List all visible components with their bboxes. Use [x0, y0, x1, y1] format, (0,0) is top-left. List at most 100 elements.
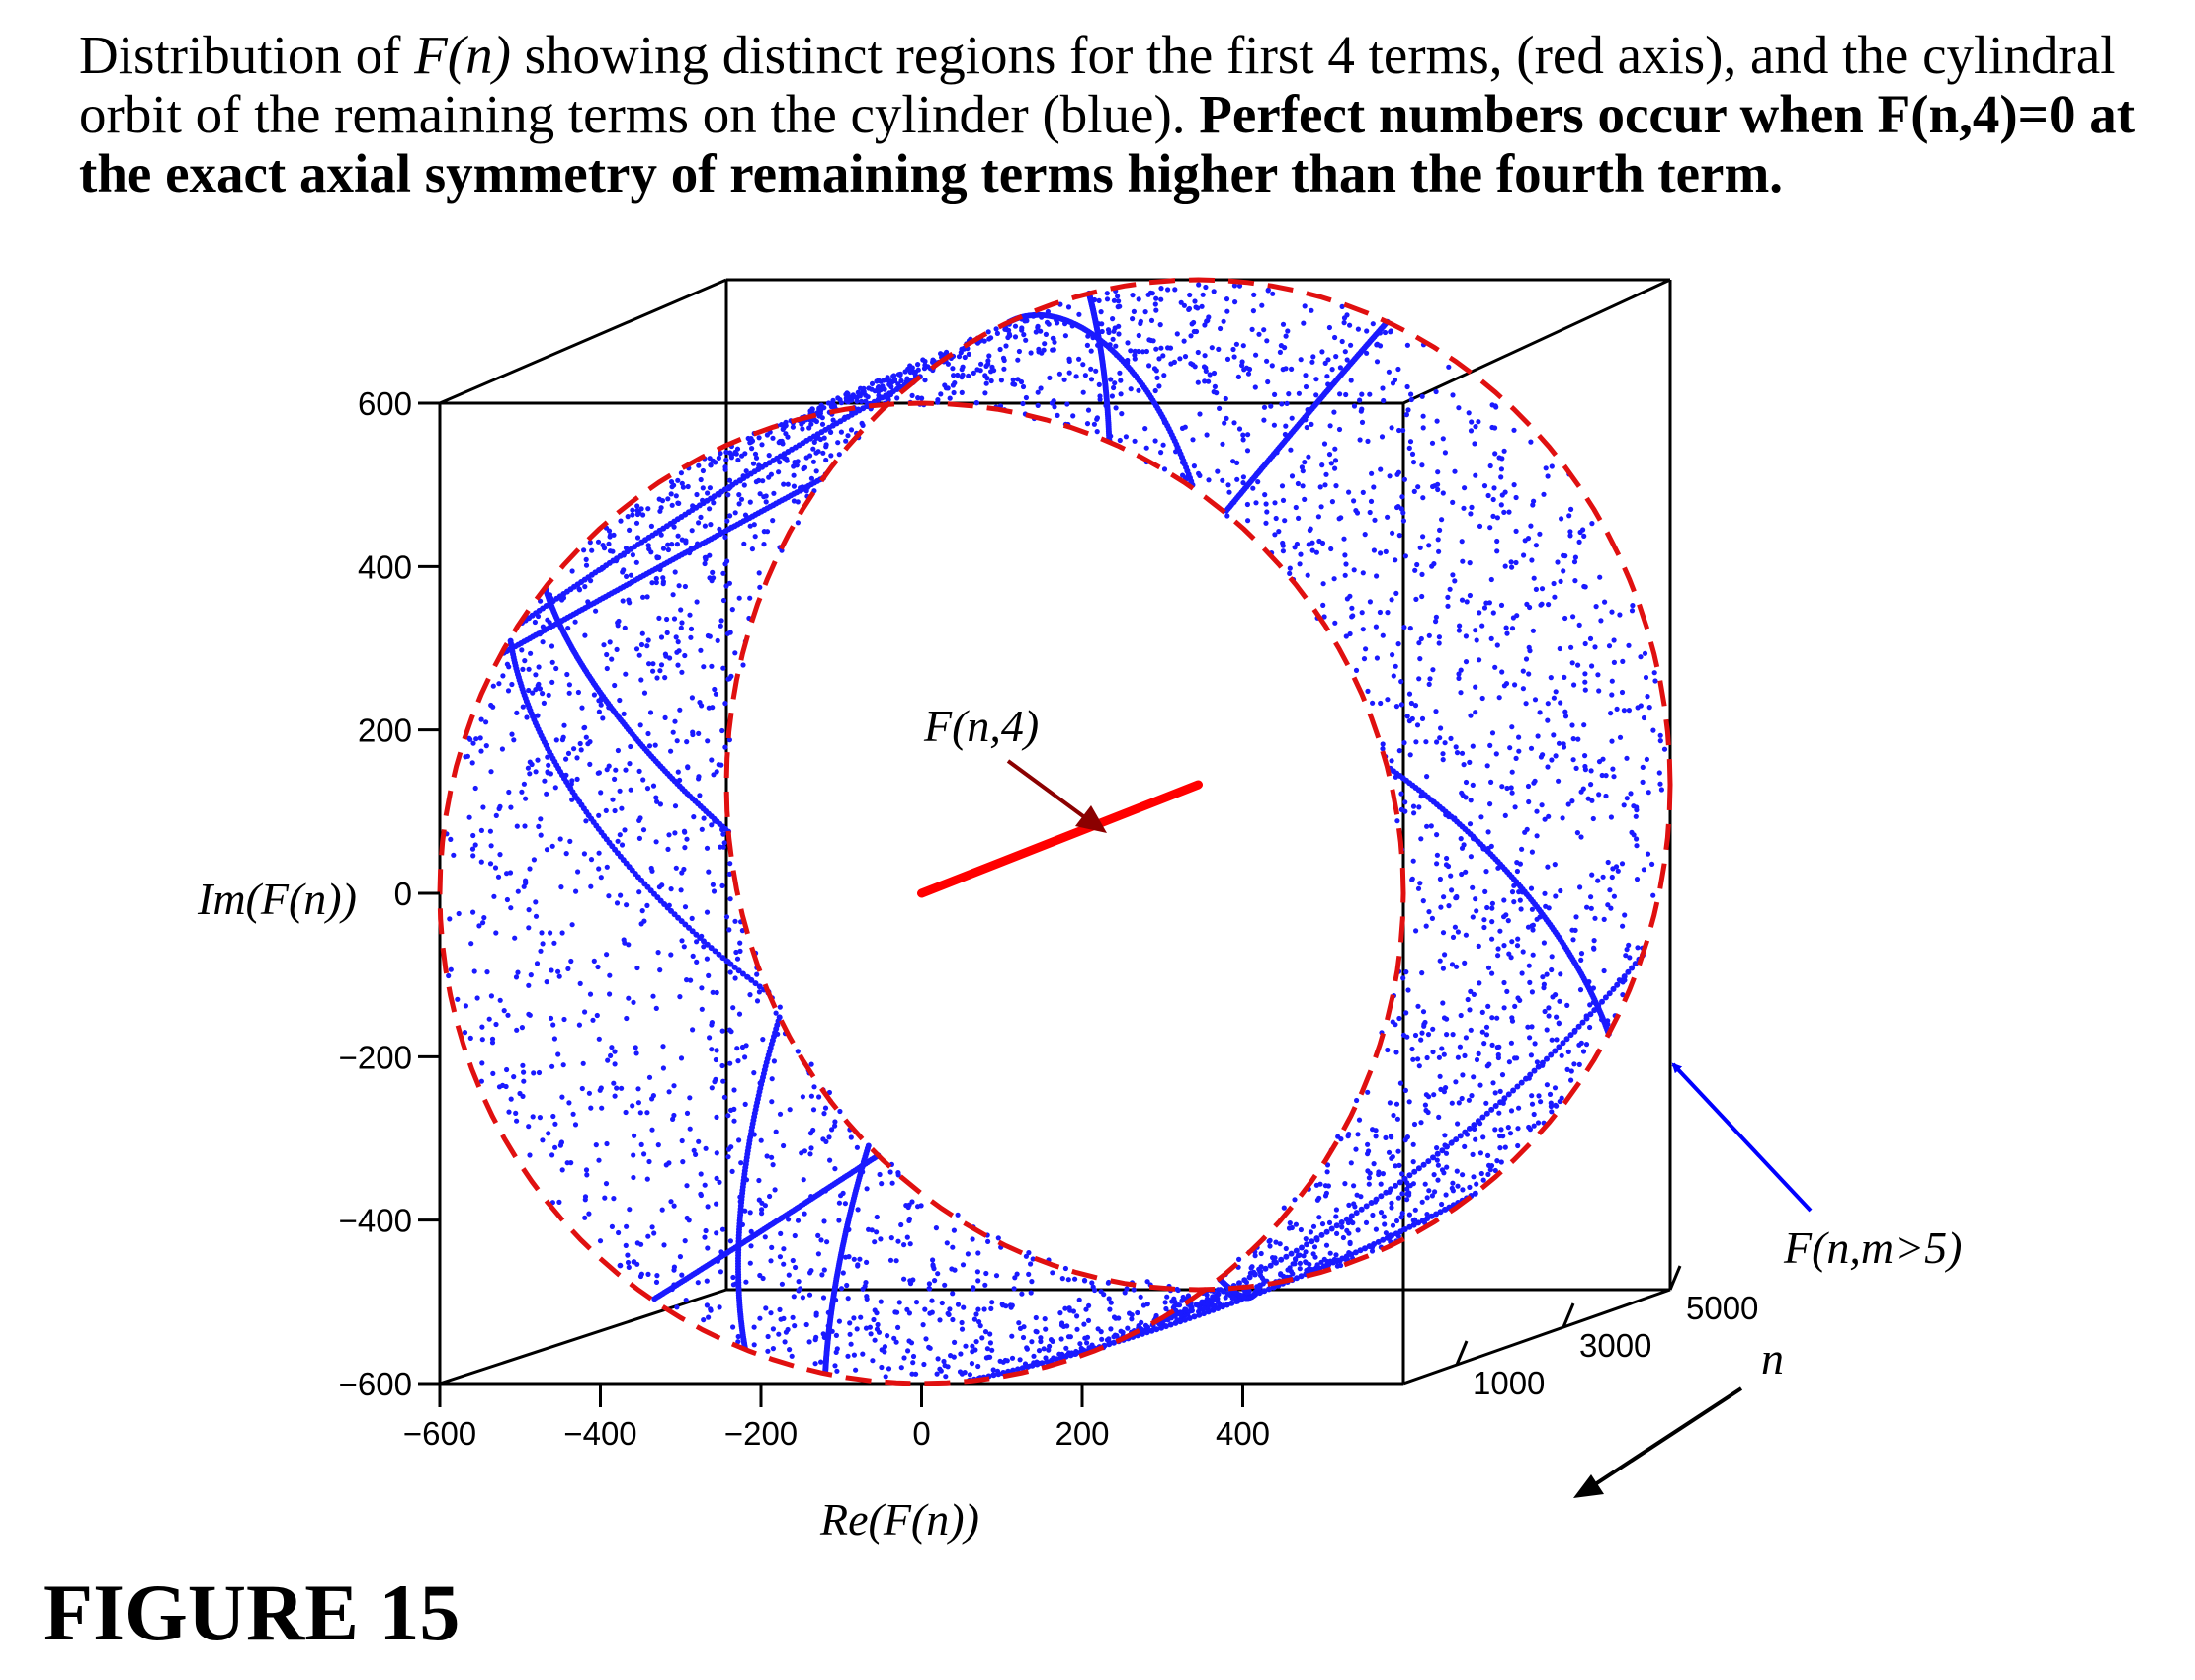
- data-point: [735, 457, 741, 463]
- data-point: [1502, 812, 1508, 819]
- data-point: [1346, 489, 1352, 495]
- data-point: [514, 1118, 520, 1124]
- data-point: [634, 503, 640, 509]
- data-point: [1400, 975, 1406, 981]
- data-point: [985, 1238, 991, 1244]
- data-point: [1640, 779, 1646, 786]
- data-point: [670, 729, 676, 735]
- data-point: [831, 402, 837, 408]
- data-point: [732, 975, 738, 981]
- data-point: [952, 1339, 958, 1345]
- data-point: [1409, 1046, 1415, 1052]
- data-point: [552, 785, 558, 791]
- data-point: [971, 370, 976, 376]
- data-point: [1148, 317, 1155, 323]
- data-point: [768, 1258, 774, 1264]
- data-point: [777, 1111, 784, 1117]
- data-point: [1564, 1066, 1570, 1072]
- data-point: [759, 1207, 765, 1213]
- data-point: [1348, 378, 1354, 383]
- data-point: [1355, 1227, 1361, 1233]
- data-point: [720, 665, 726, 671]
- data-point: [1289, 415, 1295, 421]
- data-point: [982, 390, 988, 396]
- data-point: [546, 1131, 551, 1136]
- data-point: [1283, 333, 1289, 339]
- data-point: [1492, 451, 1498, 457]
- data-point: [528, 972, 534, 978]
- data-point: [1153, 346, 1159, 352]
- data-point: [1286, 391, 1292, 397]
- data-point: [1142, 426, 1148, 432]
- data-point: [666, 832, 672, 838]
- data-point: [698, 1192, 705, 1199]
- data-point: [852, 394, 858, 400]
- data-point: [1431, 1172, 1437, 1178]
- data-point: [1389, 1232, 1395, 1239]
- data-point: [596, 866, 602, 872]
- data-point: [1012, 323, 1019, 329]
- data-point: [1062, 1305, 1068, 1311]
- data-point: [513, 1110, 519, 1116]
- data-point: [1581, 722, 1587, 728]
- data-point: [760, 1037, 766, 1043]
- data-point: [1494, 642, 1500, 648]
- data-point: [1489, 905, 1495, 911]
- data-point: [1355, 1132, 1361, 1137]
- data-point: [1389, 597, 1394, 603]
- data-point: [1112, 325, 1118, 331]
- data-point: [1610, 866, 1616, 872]
- data-point: [520, 704, 526, 710]
- data-point: [1362, 532, 1368, 538]
- data-point: [926, 1281, 933, 1287]
- data-point: [1562, 615, 1568, 622]
- data-point: [569, 922, 575, 928]
- data-point: [761, 494, 767, 500]
- data-point: [950, 366, 956, 372]
- data-point: [1305, 572, 1310, 578]
- data-point: [1031, 1353, 1037, 1359]
- data-point: [810, 1107, 817, 1113]
- data-point: [497, 997, 503, 1003]
- data-point: [1412, 567, 1418, 573]
- data-point: [1348, 1160, 1354, 1166]
- data-point: [1509, 769, 1515, 775]
- data-point: [1371, 547, 1377, 553]
- data-point: [1481, 605, 1488, 611]
- data-point: [706, 869, 712, 875]
- data-point: [1492, 1127, 1498, 1133]
- data-point: [521, 1069, 527, 1075]
- data-point: [808, 475, 815, 481]
- data-point: [723, 914, 730, 920]
- data-point: [1280, 321, 1287, 327]
- data-point: [1144, 1302, 1150, 1307]
- data-point: [1303, 1259, 1309, 1265]
- data-point: [701, 815, 707, 821]
- data-point: [1131, 308, 1137, 314]
- data-point: [1328, 461, 1334, 466]
- data-point: [1338, 1262, 1344, 1269]
- data-point: [1409, 715, 1415, 722]
- data-point: [1195, 349, 1201, 356]
- data-point: [1233, 1299, 1240, 1304]
- data-point: [634, 535, 641, 541]
- data-point: [1508, 785, 1514, 791]
- data-point: [472, 785, 478, 792]
- data-point: [602, 1195, 608, 1201]
- data-point: [1333, 354, 1339, 360]
- data-point: [469, 846, 476, 852]
- data-point: [1528, 523, 1534, 529]
- data-point: [1324, 374, 1330, 379]
- data-point: [1229, 1295, 1235, 1302]
- data-point: [526, 1011, 532, 1017]
- data-point: [1115, 294, 1121, 299]
- data-point: [607, 532, 614, 539]
- data-point: [726, 477, 733, 483]
- data-point: [513, 974, 520, 980]
- data-point: [1300, 483, 1306, 489]
- data-point: [1467, 560, 1473, 566]
- data-point: [1055, 412, 1060, 418]
- data-point: [1210, 1306, 1217, 1313]
- data-point: [1503, 681, 1510, 687]
- data-point: [1298, 551, 1304, 557]
